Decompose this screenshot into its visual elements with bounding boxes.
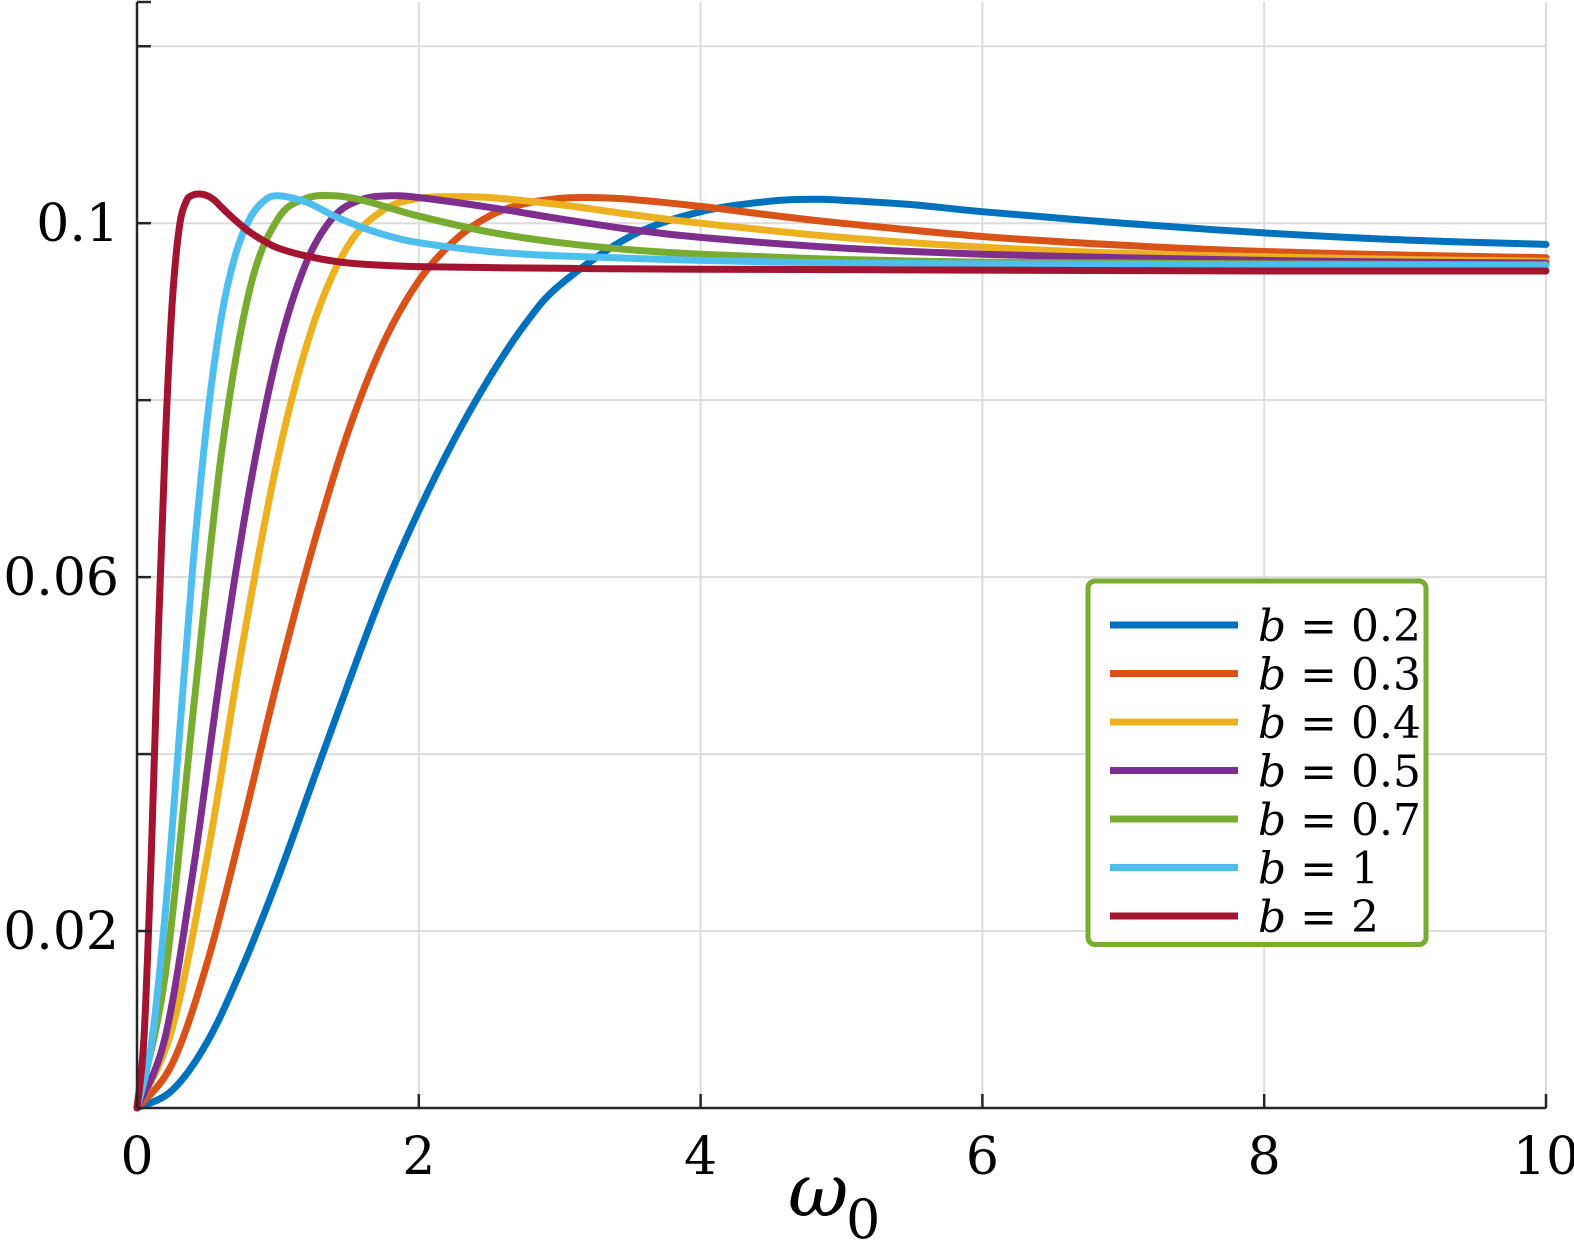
- x-axis-label-main: ω: [788, 1148, 848, 1234]
- legend-label: b = 0.2: [1258, 601, 1421, 652]
- x-tick-label: 6: [966, 1127, 999, 1187]
- legend-label: b = 0.7: [1258, 795, 1421, 846]
- x-tick-label: 2: [402, 1127, 435, 1187]
- x-axis-label: ω 0: [788, 1148, 880, 1249]
- x-tick-label: 10: [1513, 1127, 1574, 1187]
- x-tick-label: 4: [684, 1127, 717, 1187]
- series-line-b-0-4: [133, 193, 1550, 1112]
- legend-label: b = 2: [1258, 892, 1379, 943]
- series-line-b-2: [133, 190, 1550, 1112]
- y-tick-label: 0.1: [36, 194, 119, 254]
- x-tick-label: 8: [1248, 1127, 1281, 1187]
- series-line-b-0-2: [133, 195, 1550, 1112]
- legend-label: b = 1: [1258, 844, 1379, 895]
- x-axis-label-subscript: 0: [846, 1188, 880, 1249]
- series-line-b-1: [133, 192, 1550, 1112]
- legend-label: b = 0.3: [1258, 650, 1421, 701]
- ticks: 0 2 4 6 8 10 0.02 0.06 0.1: [3, 44, 1574, 1187]
- grid-lines: [137, 2, 1547, 1108]
- legend: b = 0.2b = 0.3b = 0.4b = 0.5b = 0.7b = 1…: [1085, 578, 1429, 947]
- axes: [135, 0, 1546, 1110]
- y-tick-label: 0.02: [3, 902, 119, 962]
- legend-label: b = 0.5: [1258, 747, 1421, 798]
- series-lines: [133, 190, 1550, 1112]
- series-line-b-0-5: [133, 192, 1550, 1112]
- x-tick-label: 0: [120, 1127, 153, 1187]
- y-tick-label: 0.06: [3, 548, 119, 608]
- legend-label: b = 0.4: [1258, 698, 1421, 749]
